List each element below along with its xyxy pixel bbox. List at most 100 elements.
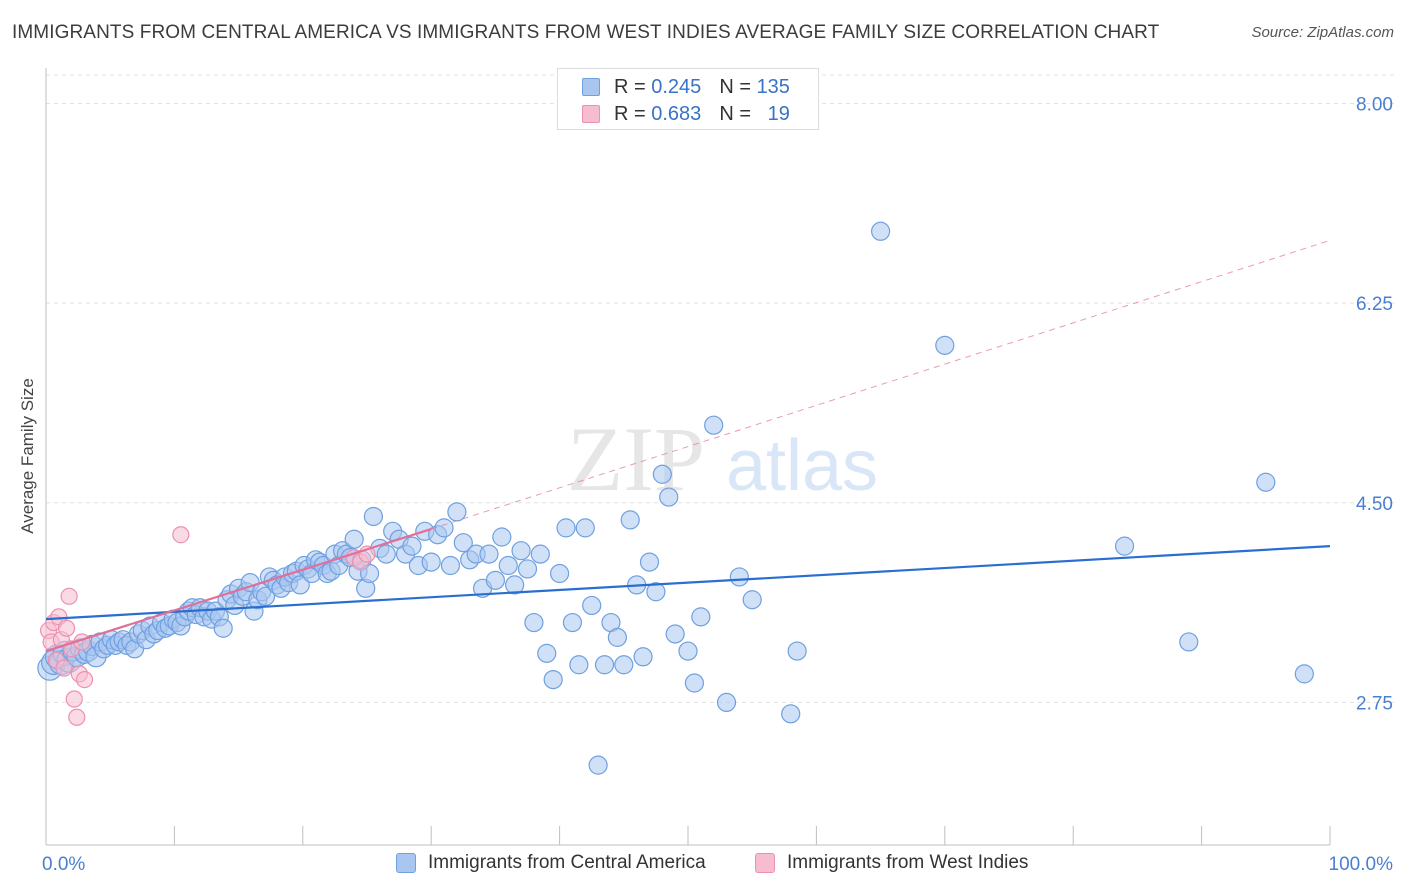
central-america-point	[633, 647, 653, 667]
central-america-point	[716, 692, 737, 713]
central-america-point	[376, 544, 396, 564]
central-america-point	[620, 510, 640, 530]
series-central-america-points	[37, 221, 1314, 775]
central-america-point	[485, 570, 505, 590]
west-indies-point	[55, 659, 73, 677]
legend-r-label: R =	[614, 75, 646, 98]
central-america-point	[935, 335, 955, 355]
central-america-point	[1256, 472, 1276, 492]
trend-line-west-indies	[45, 527, 432, 653]
central-america-point	[505, 575, 525, 595]
legend-row-central-america: R = 0.245 N = 135	[582, 75, 790, 99]
central-america-point	[440, 555, 461, 576]
west-indies-point	[75, 670, 94, 689]
x-tick-label-max: 100.0%	[1329, 854, 1394, 875]
watermark: ZIP atlas	[567, 408, 878, 510]
x-tick-labels: 0.0% 100.0%	[42, 854, 1393, 875]
y-tick-label: 4.50	[1356, 494, 1393, 515]
central-america-point	[498, 555, 518, 576]
central-america-point	[434, 518, 454, 538]
legend-r-label: R =	[614, 102, 646, 125]
bottom-legend-swatch-pink	[755, 853, 775, 873]
bottom-legend-label: Immigrants from West Indies	[787, 852, 1029, 873]
bottom-legend-central-america: Immigrants from Central America	[396, 852, 706, 874]
central-america-point	[594, 655, 615, 675]
central-america-point	[402, 536, 422, 556]
trend-lines	[45, 239, 1331, 653]
west-indies-point	[60, 587, 78, 605]
watermark-zip: ZIP	[567, 408, 705, 510]
x-tick-label-min: 0.0%	[42, 854, 85, 875]
central-america-point	[530, 544, 550, 564]
legend-swatch-blue	[582, 78, 600, 96]
central-america-point	[639, 552, 660, 572]
west-indies-point	[57, 619, 76, 637]
y-tick-label: 2.75	[1356, 693, 1393, 714]
bottom-legend-swatch-blue	[396, 853, 416, 873]
central-america-point	[665, 624, 685, 644]
west-indies-point	[65, 690, 83, 708]
central-america-point	[255, 586, 276, 606]
source-credit: Source: ZipAtlas.com	[1251, 24, 1394, 41]
y-tick-labels: 2.75 4.50 6.25 8.00	[1356, 95, 1393, 715]
central-america-point	[290, 575, 310, 595]
central-america-point	[421, 552, 441, 572]
central-america-point	[517, 559, 538, 579]
central-america-point	[511, 541, 531, 561]
bottom-legend-west-indies: Immigrants from West Indies	[755, 852, 1028, 874]
central-america-point	[543, 669, 563, 690]
central-america-point	[213, 618, 233, 638]
central-america-point	[704, 415, 724, 435]
central-america-point	[575, 518, 595, 538]
central-america-point	[787, 641, 807, 661]
central-america-point	[537, 643, 557, 663]
central-america-point	[1294, 664, 1314, 684]
legend-r-value: 0.683	[651, 102, 702, 125]
legend-n-label: N =	[719, 102, 751, 125]
y-tick-label: 8.00	[1356, 95, 1393, 116]
correlation-legend: R = 0.245 N = 135 R = 0.683 N = 19	[557, 68, 819, 130]
central-america-point	[1114, 536, 1135, 556]
legend-n-value: 19	[767, 102, 790, 125]
central-america-point	[870, 221, 891, 241]
central-america-point	[659, 487, 679, 507]
series-west-indies-points	[39, 526, 376, 726]
central-america-point	[562, 612, 583, 633]
west-indies-point	[68, 708, 86, 726]
central-america-point	[614, 655, 634, 675]
chart-title: IMMIGRANTS FROM CENTRAL AMERICA VS IMMIG…	[12, 22, 1160, 43]
central-america-point	[607, 627, 627, 647]
central-america-point	[479, 544, 499, 564]
west-indies-point	[172, 526, 190, 544]
central-america-point	[588, 755, 608, 775]
legend-n-label: N =	[719, 75, 751, 98]
central-america-point	[691, 607, 711, 627]
central-america-point	[684, 673, 705, 693]
central-america-point	[729, 567, 749, 587]
trend-line-west-indies-extension	[431, 239, 1331, 530]
trend-line-central-america	[45, 545, 1331, 621]
legend-n-value: 135	[756, 75, 790, 98]
central-america-point	[582, 595, 602, 616]
central-america-point	[524, 612, 544, 633]
central-america-point	[549, 563, 570, 584]
y-tick-label: 6.25	[1356, 294, 1393, 315]
central-america-point	[447, 502, 467, 522]
central-america-point	[569, 655, 589, 675]
central-america-point	[742, 590, 762, 610]
legend-r-value: 0.245	[651, 75, 702, 98]
legend-row-west-indies: R = 0.683 N = 19	[582, 102, 790, 126]
central-america-point	[646, 582, 666, 602]
central-america-point	[344, 529, 364, 549]
central-america-point	[556, 518, 576, 538]
central-america-point	[492, 527, 512, 547]
central-america-point	[781, 704, 801, 724]
watermark-atlas: atlas	[726, 426, 878, 506]
central-america-point	[1179, 632, 1199, 652]
central-america-point	[363, 506, 384, 527]
axes	[45, 68, 1331, 846]
central-america-point	[652, 464, 672, 484]
bottom-legend-label: Immigrants from Central America	[428, 852, 706, 873]
central-america-point	[678, 641, 698, 661]
